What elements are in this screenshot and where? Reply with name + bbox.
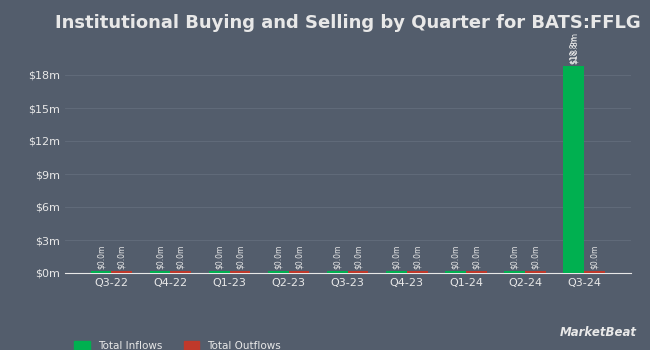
Text: $0.0m: $0.0m bbox=[472, 245, 481, 269]
Text: $0.0m: $0.0m bbox=[155, 245, 164, 269]
Text: $0.0m: $0.0m bbox=[97, 245, 105, 269]
Bar bbox=[466, 271, 487, 273]
Text: $18.8m: $18.8m bbox=[569, 35, 578, 64]
Bar bbox=[504, 271, 525, 273]
Text: $0.0m: $0.0m bbox=[294, 245, 304, 269]
Bar bbox=[91, 271, 111, 273]
Bar bbox=[445, 271, 466, 273]
Text: $0.0m: $0.0m bbox=[214, 245, 224, 269]
Bar bbox=[209, 271, 229, 273]
Bar bbox=[111, 271, 132, 273]
Text: $0.0m: $0.0m bbox=[510, 245, 519, 269]
Title: Institutional Buying and Selling by Quarter for BATS:FFLG: Institutional Buying and Selling by Quar… bbox=[55, 14, 641, 32]
Text: $0.0m: $0.0m bbox=[451, 245, 460, 269]
Bar bbox=[289, 271, 309, 273]
Bar bbox=[584, 271, 604, 273]
Bar bbox=[150, 271, 170, 273]
Text: MarketBeat: MarketBeat bbox=[560, 327, 637, 340]
Bar bbox=[348, 271, 369, 273]
Text: $0.0m: $0.0m bbox=[354, 245, 363, 269]
Text: $0.0m: $0.0m bbox=[176, 245, 185, 269]
Bar bbox=[229, 271, 250, 273]
Text: $0.0m: $0.0m bbox=[235, 245, 244, 269]
Bar bbox=[170, 271, 191, 273]
Bar bbox=[564, 66, 584, 273]
Text: $0.0m: $0.0m bbox=[590, 245, 599, 269]
Bar bbox=[268, 271, 289, 273]
Text: $18.8m: $18.8m bbox=[569, 32, 578, 64]
Text: $0.0m: $0.0m bbox=[392, 245, 401, 269]
Bar bbox=[327, 271, 348, 273]
Text: $0.0m: $0.0m bbox=[531, 245, 540, 269]
Text: $0.0m: $0.0m bbox=[274, 245, 283, 269]
Text: $0.0m: $0.0m bbox=[413, 245, 422, 269]
Legend: Total Inflows, Total Outflows: Total Inflows, Total Outflows bbox=[70, 337, 285, 350]
Bar bbox=[525, 271, 546, 273]
Bar bbox=[407, 271, 428, 273]
Text: $0.0m: $0.0m bbox=[333, 245, 342, 269]
Bar bbox=[386, 271, 407, 273]
Text: $0.0m: $0.0m bbox=[117, 245, 126, 269]
